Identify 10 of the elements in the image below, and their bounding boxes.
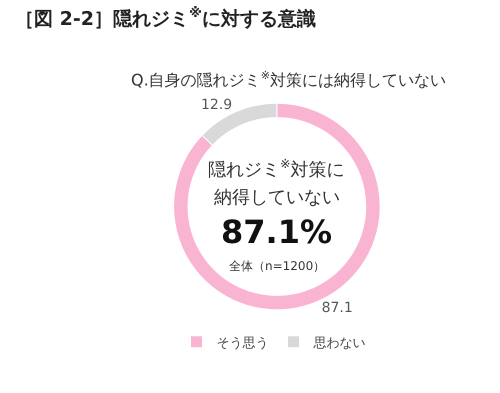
legend-label: 思わない xyxy=(312,336,366,351)
text: 納得していない xyxy=(214,187,340,208)
data-label: 87.1 xyxy=(322,300,353,316)
text: 隠れジミ$^{※}$対策に xyxy=(208,156,345,181)
text: 87.1% xyxy=(221,213,332,251)
chart-subtitle: Q.自身の隠れジミ$^{※}$対策には納得していない xyxy=(131,69,446,90)
text: 全体（n=1200） xyxy=(229,259,326,273)
chart-title: ［図 2-2］隠れジミ$^{※}$に対する意識 xyxy=(15,5,316,30)
data-label: 12.9 xyxy=(200,96,232,113)
legend-label: そう思う xyxy=(216,336,268,351)
